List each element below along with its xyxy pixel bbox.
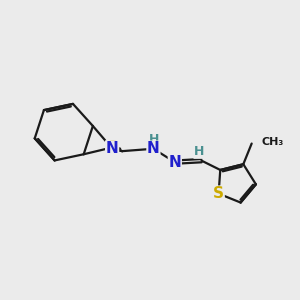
Text: H: H bbox=[194, 145, 204, 158]
Text: S: S bbox=[107, 140, 118, 155]
Text: CH₃: CH₃ bbox=[261, 137, 284, 147]
Text: S: S bbox=[213, 186, 224, 201]
Text: H: H bbox=[149, 133, 159, 146]
Text: N: N bbox=[168, 154, 181, 169]
Text: N: N bbox=[106, 141, 118, 156]
Text: N: N bbox=[147, 141, 160, 156]
